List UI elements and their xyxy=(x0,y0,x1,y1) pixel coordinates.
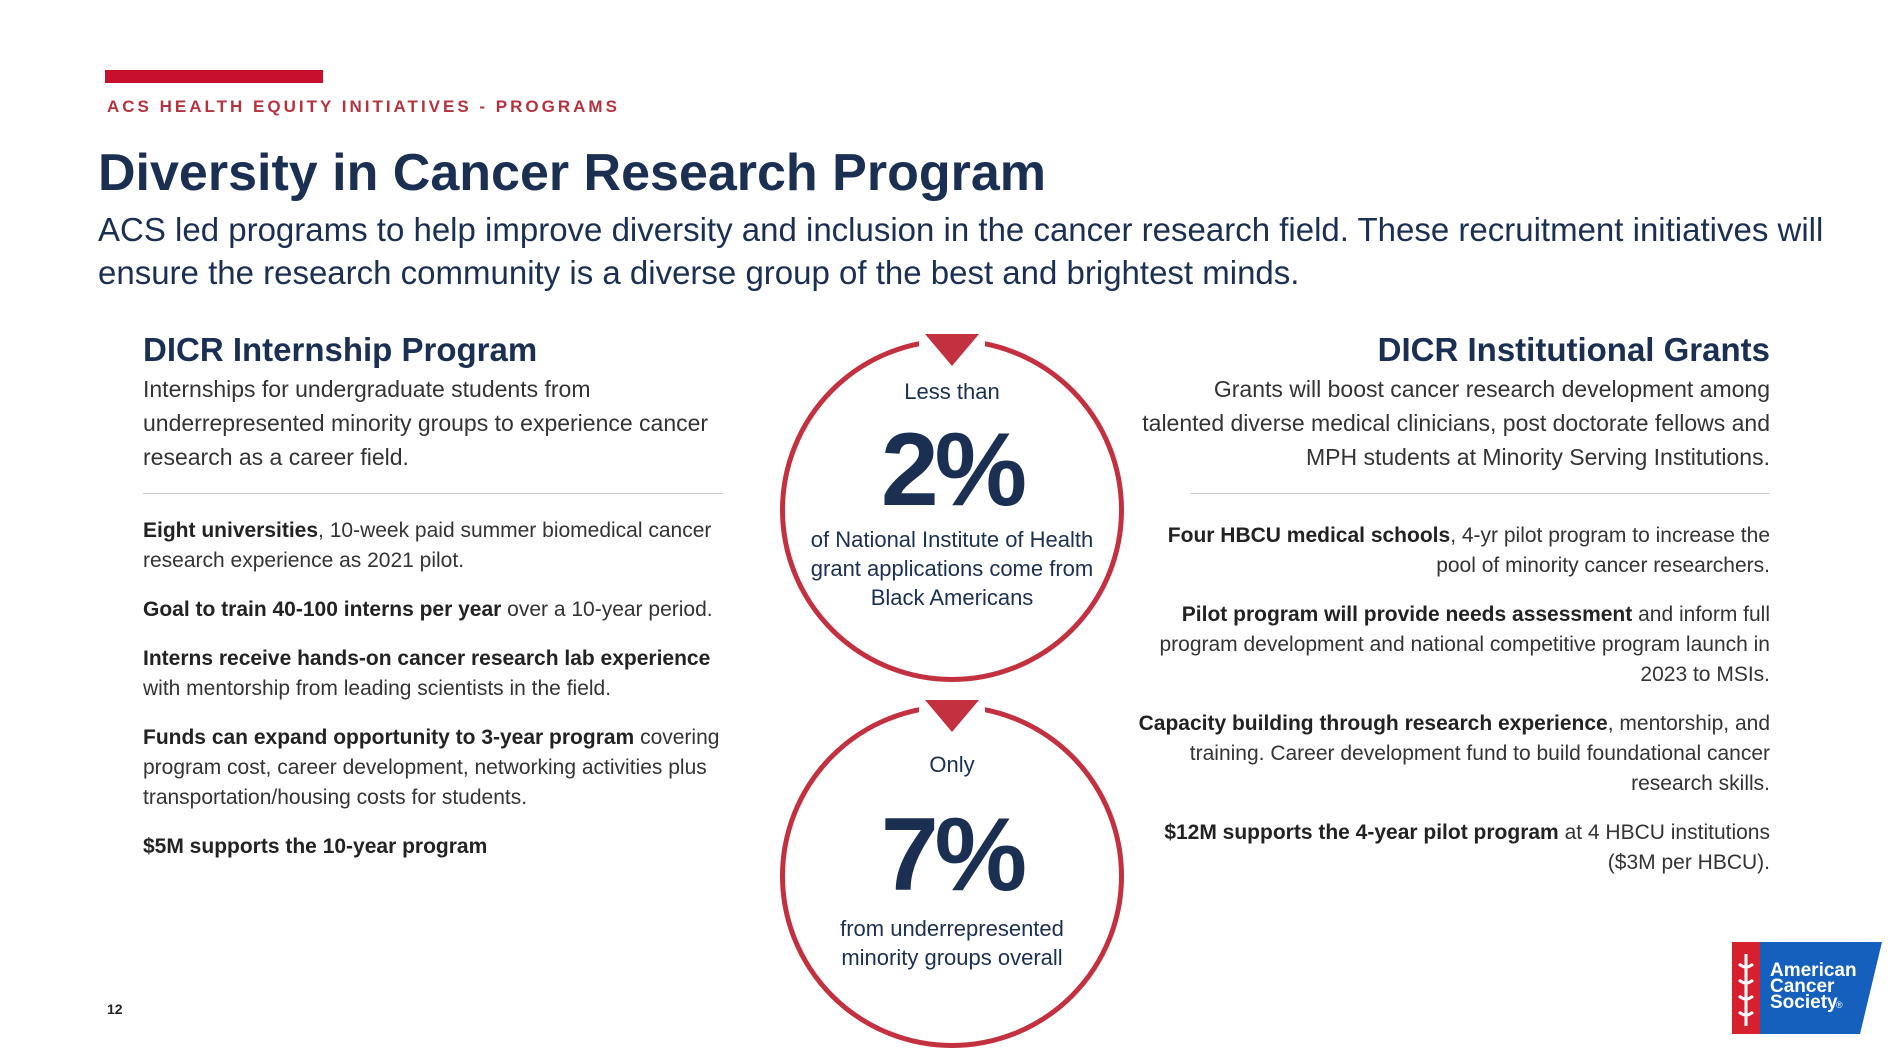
triangle-marker-icon xyxy=(925,334,979,366)
logo-text: American xyxy=(1770,960,1857,981)
bullet-text: with mentorship from leading scientists … xyxy=(143,677,612,700)
institutional-grants-lead: Grants will boost cancer research develo… xyxy=(1142,376,1770,470)
bullet-text: , 10-week paid summer biomedical cancer … xyxy=(143,519,712,572)
stats-circles: Less than 2% of National Institute of He… xyxy=(780,332,1124,1048)
intro-paragraph: ACS led programs to help improve diversi… xyxy=(98,211,1824,291)
internship-program-title: DICR Internship Program xyxy=(143,331,538,368)
stat-description: from underrepresented minority groups ov… xyxy=(840,916,1064,970)
logo-text: Society xyxy=(1770,992,1838,1013)
bullet-bold: Goal to train 40-100 interns per year xyxy=(143,598,502,621)
stat-circle-2 xyxy=(780,704,1124,1048)
bullet-text: , mentorship, and training. Career devel… xyxy=(1189,712,1770,795)
stat-prefix: Less than xyxy=(904,379,1000,404)
bullet-bold: Eight universities xyxy=(143,519,319,542)
stat-description: of National Institute of Health grant ap… xyxy=(810,527,1094,610)
bullet-bold: Interns receive hands-on cancer research… xyxy=(143,647,711,670)
accent-bar xyxy=(105,70,323,83)
bullet-item: Interns receive hands-on cancer research… xyxy=(143,644,723,704)
bullet-item: Eight universities, 10-week paid summer … xyxy=(143,516,723,576)
stat-prefix: Only xyxy=(929,752,975,777)
internship-program-column: DICR Internship Program Internships for … xyxy=(143,330,723,881)
bullet-item: Goal to train 40-100 interns per year ov… xyxy=(143,595,723,625)
internship-bullets: Eight universities, 10-week paid summer … xyxy=(143,516,723,862)
institutional-grants-column: DICR Institutional Grants Grants will bo… xyxy=(1130,330,1780,897)
stat-circle-1 xyxy=(780,338,1124,682)
bullet-text: at 4 HBCU institutions ($3M per HBCU). xyxy=(1558,821,1770,874)
bullet-item: $5M supports the 10-year program xyxy=(143,832,723,862)
internship-program-lead: Internships for undergraduate students f… xyxy=(143,376,709,470)
bullet-bold: Pilot program will provide needs assessm… xyxy=(1181,603,1633,626)
bullet-text: covering program cost, career developmen… xyxy=(143,726,720,809)
bullet-bold: Four HBCU medical schools xyxy=(1167,524,1451,547)
bullet-item: Capacity building through research exper… xyxy=(1130,709,1770,799)
stat-value: 7% xyxy=(880,797,1027,913)
stat-value: 2% xyxy=(880,412,1027,528)
bullet-bold: $12M supports the 4-year pilot program xyxy=(1164,821,1559,844)
triangle-marker-icon xyxy=(925,700,979,732)
bullet-text: , 4-yr pilot program to increase the poo… xyxy=(1436,524,1770,577)
bullet-text: and inform full program development and … xyxy=(1159,603,1770,686)
bullet-bold: Funds can expand opportunity to 3-year p… xyxy=(143,726,635,749)
divider xyxy=(143,493,723,494)
institutional-grants-title: DICR Institutional Grants xyxy=(1377,331,1770,368)
bullet-item: $12M supports the 4-year pilot program a… xyxy=(1130,818,1770,878)
logo-registered-mark: ® xyxy=(1836,1000,1843,1010)
bullet-item: Four HBCU medical schools, 4-yr pilot pr… xyxy=(1130,521,1770,581)
american-cancer-society-logo: American Cancer Society ® xyxy=(1732,942,1882,1034)
bullet-bold: Capacity building through research exper… xyxy=(1138,712,1608,735)
bullet-item: Funds can expand opportunity to 3-year p… xyxy=(143,723,723,813)
section-eyebrow: ACS HEALTH EQUITY INITIATIVES - PROGRAMS xyxy=(107,97,620,116)
bullet-text: over a 10-year period. xyxy=(501,598,713,621)
page-number: 12 xyxy=(107,1001,123,1017)
logo-text: Cancer xyxy=(1770,976,1835,997)
divider xyxy=(1190,493,1770,494)
bullet-item: Pilot program will provide needs assessm… xyxy=(1130,600,1770,690)
bullet-bold: $5M supports the 10-year program xyxy=(143,835,488,858)
grants-bullets: Four HBCU medical schools, 4-yr pilot pr… xyxy=(1130,521,1770,878)
page-title: Diversity in Cancer Research Program xyxy=(98,144,1046,202)
